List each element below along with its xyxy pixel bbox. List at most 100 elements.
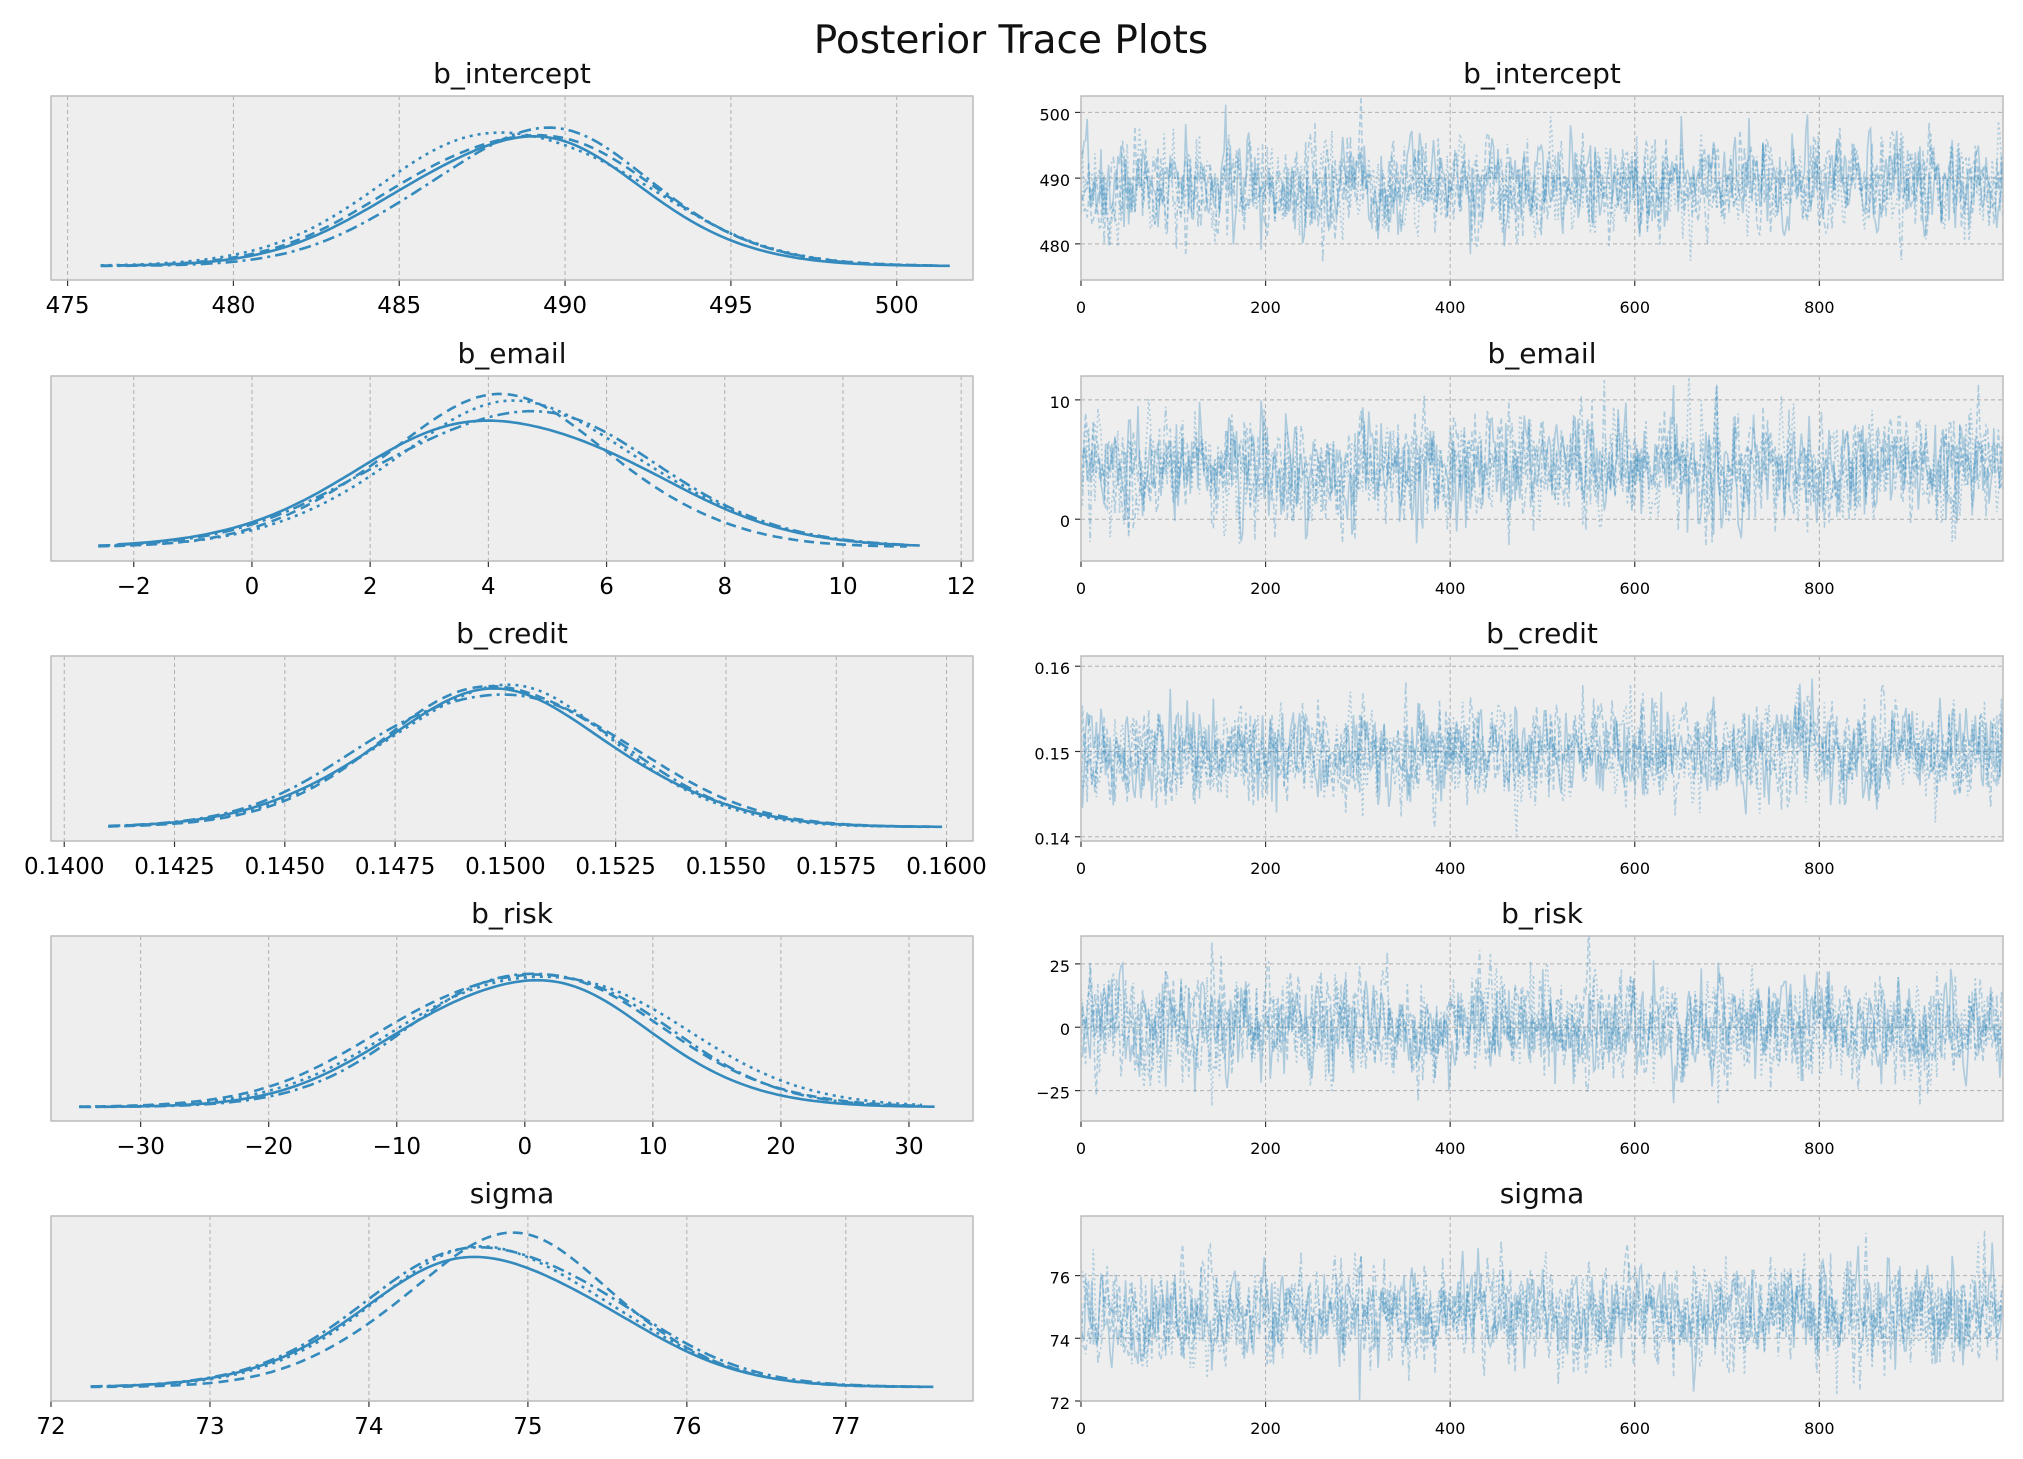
density-chain-1-line	[98, 978, 935, 1109]
trace-chain-2-line	[1081, 384, 2003, 546]
trace-panel-border	[1080, 935, 2004, 1122]
trace-ytick-label: 0.14	[1034, 830, 1070, 849]
density-chain-2-line	[90, 1231, 922, 1389]
density-panel-title: b_email	[458, 337, 567, 370]
trace-chain-4-line	[1081, 1230, 2003, 1390]
trace-ytick-label: 0	[1060, 512, 1070, 531]
trace-ytick-label: 0.15	[1034, 744, 1070, 763]
trace-xtick-label: 400	[1435, 298, 1466, 317]
density-panel-b_intercept: 475 480 485 490 495 500 b_intercept	[46, 57, 974, 319]
trace-xtick-label: 600	[1619, 579, 1650, 598]
trace-xtick-label: 800	[1804, 1139, 1835, 1158]
trace-xtick-label: 800	[1804, 298, 1835, 317]
trace-lines	[1081, 96, 2003, 263]
density-xtick-label: 495	[709, 293, 753, 319]
trace-chain-1-line	[1081, 384, 2003, 544]
trace-panel-background	[1081, 376, 2003, 561]
trace-panel-border	[1080, 1215, 2004, 1402]
density-panel-background	[51, 376, 973, 561]
density-panel-background	[51, 1216, 973, 1401]
density-xtick-label: 0.1550	[686, 854, 766, 880]
density-chain-4-line	[108, 693, 930, 829]
density-xtick-label: 500	[875, 293, 919, 319]
trace-xtick-label: 400	[1435, 1419, 1466, 1438]
trace-xtick-label: 600	[1619, 1139, 1650, 1158]
trace-xtick-label: 400	[1435, 579, 1466, 598]
trace-chain-3-line	[1081, 116, 2003, 261]
density-panel-title: sigma	[470, 1177, 555, 1210]
density-panel-b_risk: −30 −20 −10 0 10 20 30 b_risk	[50, 897, 974, 1160]
density-panel-title: b_risk	[471, 897, 554, 930]
trace-panel-b_email: 0 200 400 600 800 0 10 b_email	[1050, 337, 2004, 598]
trace-chain-2-line	[1081, 96, 2003, 256]
density-xtick-label: −30	[116, 1134, 165, 1160]
figure-title: Posterior Trace Plots	[814, 18, 1208, 63]
density-xtick-label: 10	[828, 574, 857, 600]
trace-xtick-label: 400	[1435, 1139, 1466, 1158]
trace-chain-3-line	[1081, 1242, 2003, 1395]
trace-panel-title: sigma	[1500, 1177, 1585, 1210]
density-panel-border	[50, 375, 974, 562]
density-xtick-label: −2	[117, 574, 151, 600]
trace-ytick-label: 0.16	[1034, 659, 1070, 678]
trace-chain-4-line	[1081, 380, 2003, 546]
density-xtick-label: 20	[766, 1134, 795, 1160]
trace-ytick-label: −25	[1036, 1084, 1070, 1103]
trace-chain-2-line	[1081, 936, 2003, 1096]
trace-chain-1-line	[1081, 678, 2003, 815]
trace-xtick-label: 0	[1076, 859, 1086, 878]
trace-xtick-label: 800	[1804, 579, 1835, 598]
trace-chain-1-line	[1081, 104, 2003, 255]
trace-xtick-label: 600	[1619, 1419, 1650, 1438]
trace-xtick-label: 0	[1076, 1419, 1086, 1438]
trace-xtick-label: 0	[1076, 1139, 1086, 1158]
trace-xtick-label: 200	[1250, 1419, 1281, 1438]
density-chain-4-line	[79, 972, 923, 1109]
density-xtick-label: 6	[599, 574, 614, 600]
density-panel-border	[50, 95, 974, 281]
density-chain-2-line	[98, 392, 907, 548]
density-panel-b_email: −2 0 2 4 6 8 10 12 b_email	[50, 337, 976, 600]
density-xtick-label: 0	[517, 1134, 532, 1160]
trace-ytick-label: 72	[1050, 1394, 1070, 1413]
trace-xtick-label: 0	[1076, 298, 1086, 317]
trace-ytick-label: 10	[1050, 393, 1070, 412]
trace-chain-4-line	[1081, 123, 2003, 263]
trace-panel-title: b_risk	[1501, 897, 1584, 930]
density-xtick-label: −10	[372, 1134, 421, 1160]
trace-panel-title: b_credit	[1486, 617, 1598, 650]
trace-xtick-label: 800	[1804, 859, 1835, 878]
trace-ytick-label: 490	[1039, 171, 1070, 190]
trace-ytick-label: 76	[1050, 1269, 1070, 1288]
density-xtick-label: 480	[211, 293, 255, 319]
trace-panel-border	[1080, 95, 2004, 281]
trace-xtick-label: 200	[1250, 579, 1281, 598]
density-panel-title: b_credit	[456, 617, 568, 650]
density-panel-border	[50, 1215, 974, 1402]
density-xtick-label: 0.1500	[465, 854, 545, 880]
trace-ytick-label: 25	[1050, 957, 1070, 976]
trace-panel-border	[1080, 375, 2004, 562]
trace-chain-3-line	[1081, 961, 2003, 1106]
density-panel-background	[51, 936, 973, 1121]
trace-chain-3-line	[1081, 684, 2003, 836]
trace-panel-title: b_email	[1488, 337, 1597, 370]
trace-lines	[1081, 1230, 2003, 1401]
density-xtick-label: 485	[377, 293, 421, 319]
trace-chain-2-line	[1081, 685, 2003, 813]
density-chain-3-line	[79, 975, 923, 1108]
trace-chain-4-line	[1081, 950, 2003, 1105]
density-panel-border	[50, 935, 974, 1122]
trace-xtick-label: 200	[1250, 859, 1281, 878]
trace-xtick-label: 400	[1435, 859, 1466, 878]
density-xtick-label: 475	[46, 293, 90, 319]
density-chain-2-line	[100, 133, 938, 267]
trace-xtick-label: 800	[1804, 1419, 1835, 1438]
density-xtick-label: 73	[195, 1414, 224, 1440]
density-panel-background	[51, 96, 973, 280]
density-xtick-label: −20	[244, 1134, 293, 1160]
density-chain-4-line	[90, 1245, 922, 1388]
density-xtick-label: 0	[245, 574, 260, 600]
trace-panel-background	[1081, 1216, 2003, 1401]
